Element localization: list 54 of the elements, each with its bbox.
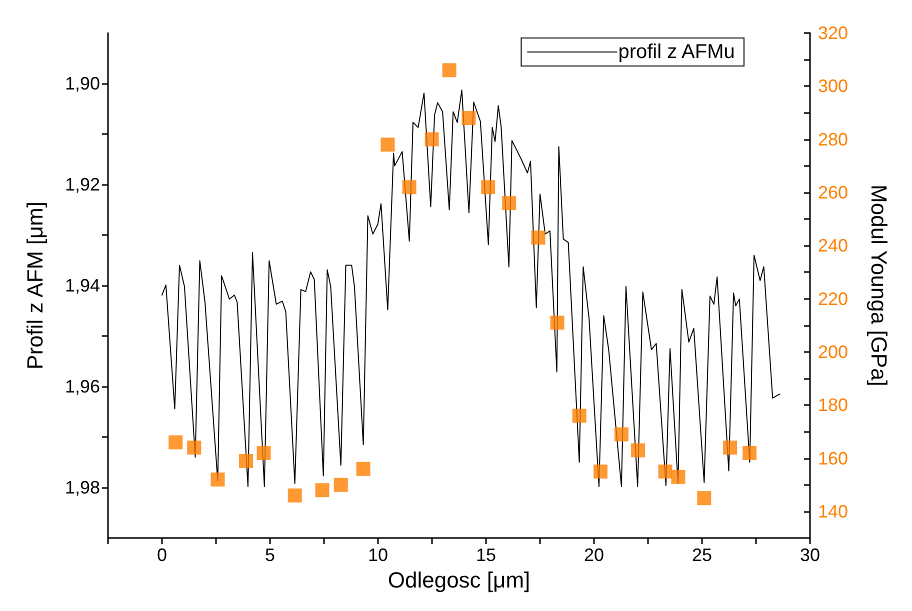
y2-tick-label: 240 [818, 236, 848, 256]
point [239, 454, 254, 468]
x-tick-label: 15 [476, 545, 496, 565]
x-tick-label: 30 [800, 545, 820, 565]
point [658, 464, 672, 479]
y2-tick-label: 260 [818, 182, 848, 202]
point [572, 408, 586, 423]
y2-tick-label: 300 [818, 76, 848, 96]
x-tick-label: 0 [156, 545, 168, 565]
point [614, 427, 628, 442]
y-tick-label: 1,96 [64, 376, 100, 396]
line-series [162, 90, 780, 487]
y2-tick-label: 320 [818, 23, 848, 43]
point [442, 63, 456, 78]
point [462, 111, 476, 126]
point [697, 491, 712, 506]
point [550, 316, 564, 330]
y2-axis-title: Modul Younga [GPa] [866, 184, 892, 386]
x-axis-title: Odlegosc [μm] [388, 567, 530, 592]
point [315, 483, 330, 498]
point [424, 132, 439, 146]
point [288, 488, 302, 502]
point [671, 470, 686, 484]
y2-tick-label: 160 [818, 448, 848, 468]
point [256, 446, 271, 460]
y-axis-title: Profil z AFM [μm] [22, 202, 48, 370]
point [531, 230, 546, 245]
y-tick-label: 1,98 [64, 478, 100, 498]
point [481, 180, 496, 194]
legend-label: profil z AFMu [618, 41, 735, 63]
point [593, 464, 608, 479]
y-tick-label: 1,94 [64, 276, 100, 296]
x-tick-label: 20 [584, 545, 604, 565]
point [631, 443, 646, 458]
y2-tick-label: 280 [818, 129, 848, 150]
y-tick-label: 1,90 [64, 74, 100, 94]
y2-tick-label: 180 [818, 395, 848, 416]
y2-tick-label: 220 [818, 288, 848, 309]
point [380, 138, 395, 152]
point [356, 462, 370, 476]
x-tick-label: 10 [368, 545, 388, 565]
y2-tick-label: 200 [818, 342, 848, 362]
point [187, 440, 202, 455]
point [334, 478, 348, 492]
point [502, 196, 516, 210]
y-tick-label: 1,92 [64, 174, 100, 194]
x-tick-label: 5 [264, 545, 276, 565]
point [168, 435, 183, 450]
point [402, 180, 416, 194]
point [210, 472, 225, 487]
x-tick-label: 25 [692, 545, 712, 565]
y2-tick-label: 140 [818, 501, 848, 522]
point [742, 446, 757, 460]
point [723, 440, 738, 455]
